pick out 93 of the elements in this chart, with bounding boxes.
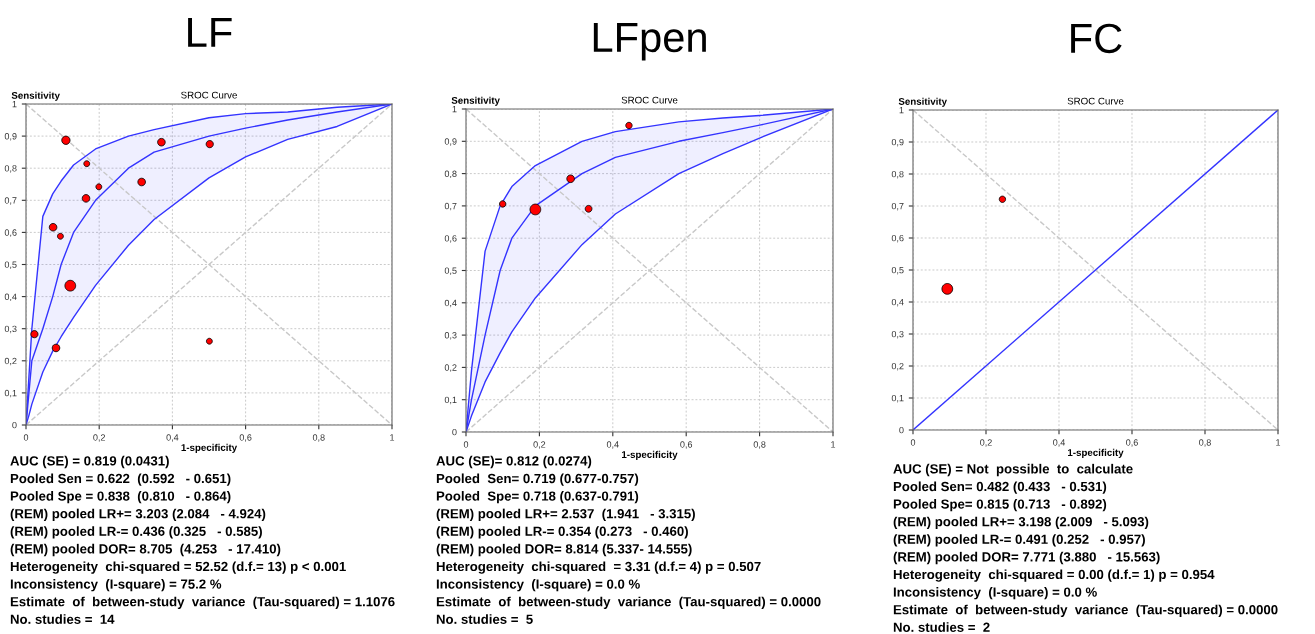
x-tick-label: 0 xyxy=(910,439,916,446)
y-tick-label: 1 xyxy=(12,101,17,108)
text: (REM) pooled LR-= 0.436 (0.325 - 0.585) xyxy=(10,526,262,539)
y-tick-label: 0,4 xyxy=(444,299,457,308)
y-tick-label: 0 xyxy=(452,428,457,436)
text: (REM) pooled LR-= 0.354 (0.273 - 0.460) xyxy=(436,526,688,539)
x-tick-label: 0,4 xyxy=(166,434,179,442)
y-tick-label: 0,2 xyxy=(891,362,904,371)
text: Pooled Spe= 0.718 (0.637-0.791) xyxy=(436,491,639,504)
y-tick-label: 0,5 xyxy=(891,266,904,275)
y-tick-label: 0,7 xyxy=(891,202,904,211)
x-tick-label: 1 xyxy=(390,434,395,441)
chart-subtitle: SROC Curve xyxy=(181,91,237,99)
y-tick-label: 0,3 xyxy=(891,330,904,339)
text: (REM) pooled DOR= 7.771 (3.880 - 15.563) xyxy=(893,551,1160,565)
y-tick-label: 0,7 xyxy=(4,197,17,205)
text: (REM) pooled LR+= 3.198 (2.009 - 5.093) xyxy=(893,516,1149,529)
text: Pooled Spe = 0.838 (0.810 - 0.864) xyxy=(10,491,231,504)
text: Estimate of between-study variance (Tau-squared) = 1.1076 xyxy=(10,596,395,609)
text: No. studies = 14 xyxy=(10,614,115,624)
y-tick-label: 0 xyxy=(12,421,17,429)
y-tick-label: 0,6 xyxy=(891,234,904,243)
x-tick-label: 0 xyxy=(463,441,469,448)
y-axis-title: Sensitivity xyxy=(898,97,947,107)
y-tick-label: 0,2 xyxy=(444,364,457,372)
text: No. studies = 2 xyxy=(893,622,990,632)
text: Heterogeneity chi-squared = 52.52 (d.f.= 13) p < 0.001 xyxy=(10,561,346,574)
text: Pooled Sen= 0.482 (0.433 - 0.531) xyxy=(893,481,1107,494)
y-axis-title: Sensitivity xyxy=(451,96,500,106)
x-tick-label: 0,6 xyxy=(680,441,693,449)
y-tick-label: 0 xyxy=(899,426,904,434)
chart-title: FC xyxy=(1071,23,1122,54)
x-axis-title: 1-specificity xyxy=(622,450,678,460)
y-tick-label: 0,1 xyxy=(891,394,904,403)
text: Estimate of between-study variance (Tau-squared) = 0.0000 xyxy=(436,596,821,609)
y-tick-label: 0,3 xyxy=(4,325,17,334)
y-tick-label: 0,4 xyxy=(891,298,904,307)
y-tick-label: 0,4 xyxy=(4,293,17,302)
x-tick-label: 0,8 xyxy=(312,434,325,442)
text: AUC (SE) = 0.819 (0.0431) xyxy=(10,455,169,469)
y-tick-label: 0,1 xyxy=(4,389,17,398)
x-tick-label: 0,2 xyxy=(93,434,106,442)
chart-title: LF xyxy=(188,18,232,47)
x-tick-label: 1 xyxy=(1276,439,1281,446)
text: Heterogeneity chi-squared = 0.00 (d.f.= 1) p = 0.954 xyxy=(893,569,1215,582)
chart-subtitle: SROC Curve xyxy=(621,96,678,104)
text: Heterogeneity chi-squared = 3.31 (d.f.= 4) p = 0.507 xyxy=(436,561,761,574)
text: (REM) pooled DOR= 8.814 (5.337- 14.555) xyxy=(436,543,692,557)
x-axis-title: 1-specificity xyxy=(181,443,238,453)
text: AUC (SE)= 0.812 (0.0274) xyxy=(436,455,592,469)
y-tick-label: 0,3 xyxy=(444,332,457,340)
y-axis-title: Sensitivity xyxy=(11,91,60,101)
y-tick-label: 0,9 xyxy=(444,138,457,146)
x-tick-label: 0,2 xyxy=(533,441,546,449)
chart-subtitle: SROC Curve xyxy=(1067,97,1124,105)
text: Inconsistency (I-square) = 75.2 % xyxy=(10,579,222,592)
x-tick-label: 0,2 xyxy=(980,439,992,447)
y-tick-label: 0,6 xyxy=(4,229,17,237)
y-tick-label: 0,6 xyxy=(444,235,457,243)
text: Inconsistency (I-square) = 0.0 % xyxy=(436,579,640,592)
x-tick-label: 0,4 xyxy=(606,441,619,449)
text: No. studies = 5 xyxy=(436,614,533,624)
text: (REM) pooled DOR= 8.705 (4.253 - 17.410) xyxy=(10,543,281,557)
y-tick-label: 1 xyxy=(452,106,457,113)
y-tick-label: 0,2 xyxy=(4,357,17,366)
y-tick-label: 0,8 xyxy=(4,165,17,173)
text: AUC (SE) = Not possible to calculate xyxy=(893,463,1133,477)
y-tick-label: 0,1 xyxy=(444,396,457,405)
x-tick-label: 0,8 xyxy=(1199,439,1211,447)
x-tick-label: 1 xyxy=(831,441,836,448)
text: (REM) pooled LR+= 2.537 (1.941 - 3.315) xyxy=(436,508,695,521)
x-tick-label: 0,8 xyxy=(753,441,766,449)
y-tick-label: 0,8 xyxy=(891,170,904,179)
x-tick-label: 0 xyxy=(23,434,29,441)
x-tick-label: 0,6 xyxy=(1126,439,1138,447)
y-tick-label: 0,5 xyxy=(444,267,457,275)
text: Estimate of between-study variance (Tau-squared) = 0.0000 xyxy=(893,604,1278,617)
x-tick-label: 0,4 xyxy=(1053,439,1066,447)
y-tick-label: 0,7 xyxy=(444,202,457,211)
text: Pooled Spe= 0.815 (0.713 - 0.892) xyxy=(893,499,1107,512)
y-tick-label: 0,9 xyxy=(891,138,904,147)
y-tick-label: 0,8 xyxy=(444,170,457,179)
chart-title: LFpen xyxy=(593,23,706,61)
y-tick-label: 1 xyxy=(899,107,904,114)
x-axis-title: 1-specificity xyxy=(1068,448,1124,458)
text: Pooled Sen = 0.622 (0.592 - 0.651) xyxy=(10,473,231,486)
text: (REM) pooled LR-= 0.491 (0.252 - 0.957) xyxy=(893,534,1145,547)
y-tick-label: 0,5 xyxy=(4,261,17,269)
x-tick-label: 0,6 xyxy=(239,434,252,442)
text: Inconsistency (I-square) = 0.0 % xyxy=(893,587,1097,600)
text: Pooled Sen= 0.719 (0.677-0.757) xyxy=(436,473,639,486)
y-tick-label: 0,9 xyxy=(4,133,17,141)
text: (REM) pooled LR+= 3.203 (2.084 - 4.924) xyxy=(10,508,266,521)
